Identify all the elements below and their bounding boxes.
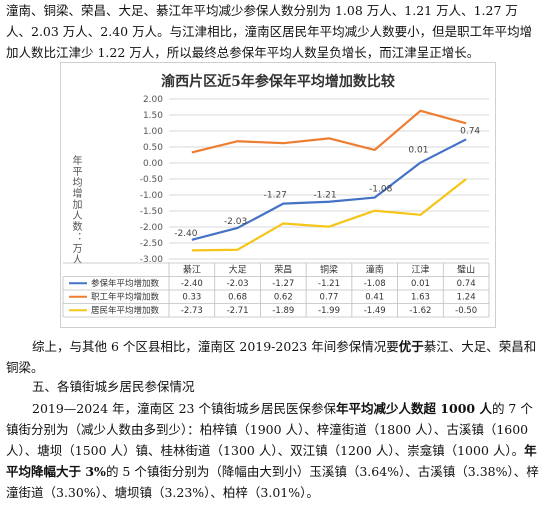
data-label: -1.27 <box>264 191 287 201</box>
table-cell-value: 0.74 <box>457 279 476 289</box>
x-category-label: 潼南 <box>366 264 384 276</box>
data-label: 0.01 <box>408 146 428 156</box>
section-heading: 五、各镇街城乡居民参保情况 <box>32 379 195 394</box>
data-label: -2.40 <box>174 229 198 239</box>
paragraph-conclusion: 综上，与其他 6 个区县相比，潼南区 2019-2023 年间参保情况要优于綦江… <box>6 336 542 378</box>
legend-series-name: 参保年平均增加数 <box>91 278 160 289</box>
towns-bold-1: 年平均减少人数超 1000 人 <box>335 401 492 416</box>
y-tick-label: -2.00 <box>140 223 164 233</box>
table-cell-value: -1.62 <box>409 306 431 316</box>
table-cell-value: -1.21 <box>318 279 340 289</box>
conclusion-text-b: 綦江、大足、荣昌和铜梁。 <box>6 339 537 375</box>
towns-text-b: 的 7 个镇街分别为（减少人数由多到少）：柏梓镇（1900 人）、梓潼街道（18… <box>6 401 533 458</box>
data-label: -2.03 <box>224 217 247 227</box>
table-cell-value: -1.08 <box>364 279 386 289</box>
x-category-label: 铜梁 <box>320 264 338 276</box>
y-tick-label: 0.00 <box>143 159 163 169</box>
towns-text-c: 的 5 个镇街分别为（降幅由大到小）玉溪镇（3.64%）、古溪镇（3.38%）、… <box>6 464 539 500</box>
conclusion-text-a: 综上，与其他 6 个区县相比，潼南区 2019-2023 年间参保情况要 <box>32 339 399 354</box>
table-cell-value: 1.63 <box>411 293 430 303</box>
x-category-label: 大足 <box>229 264 247 276</box>
y-tick-label: -3.00 <box>140 255 164 265</box>
legend-series-name: 居民年平均增加数 <box>91 305 160 316</box>
data-label: -1.08 <box>369 185 393 195</box>
y-tick-label: 2.00 <box>143 95 163 105</box>
table-cell-value: 0.62 <box>274 293 293 303</box>
table-cell-value: -2.03 <box>227 279 249 289</box>
line-chart-svg: 2.00 1.50 1.00 0.50 0.00 -0.50 -1.00 -1.50 -2.00… <box>62 95 490 318</box>
y-tick-label: 1.50 <box>143 111 163 121</box>
table-cell-value: 0.41 <box>365 293 384 303</box>
table-cell-value: 0.77 <box>320 293 339 303</box>
table-cell-value: -2.40 <box>181 279 203 289</box>
conclusion-bold: 优于 <box>398 339 424 354</box>
paragraph-comparison: 潼南、铜梁、荣昌、大足、綦江年平均减少参保人数分别为 1.08 万人、1.21 … <box>6 3 533 60</box>
table-cell-value: 1.24 <box>457 293 476 303</box>
towns-bold-2: 年平均降幅大于 3% <box>6 443 537 479</box>
table-cell-value: -2.71 <box>227 306 249 316</box>
table-cell-value: -0.50 <box>455 306 477 316</box>
y-tick-label: -2.50 <box>140 239 164 249</box>
x-category-label: 荣昌 <box>274 264 292 276</box>
data-label: 0.74 <box>460 126 480 136</box>
series-line-2 <box>191 178 467 252</box>
data-label: -1.21 <box>313 191 336 201</box>
y-tick-label: -1.50 <box>140 207 164 217</box>
y-tick-label: 1.00 <box>143 127 163 137</box>
table-cell-value: 0.33 <box>182 293 201 303</box>
towns-text-a: 2019—2024 年，潼南区 23 个镇街城乡居民医保参保 <box>32 401 336 416</box>
y-axis-label: 年平均增加人数：万人 <box>70 155 81 265</box>
legend-series-name: 职工年平均增加数 <box>91 292 160 303</box>
y-tick-label: -0.50 <box>140 175 164 185</box>
table-cell-value: -1.27 <box>272 279 294 289</box>
x-category-label: 綦江 <box>183 264 201 276</box>
chart-container: 渝西片区近5年参保年平均增加数比较 年平均增加人数：万人 2.00 1.50 1.0… <box>60 62 496 328</box>
chart-title: 渝西片区近5年参保年平均增加数比较 <box>161 74 395 90</box>
x-category-label: 江津 <box>411 265 429 276</box>
table-cell-value: -1.49 <box>364 306 386 316</box>
paragraph-towns: 2019—2024 年，潼南区 23 个镇街城乡居民医保参保年平均减少人数超 1… <box>6 398 542 503</box>
table-cell-value: -1.89 <box>272 306 294 316</box>
table-cell-value: -1.99 <box>318 306 340 316</box>
table-cell-value: 0.01 <box>411 279 430 289</box>
table-cell-value: 0.68 <box>228 293 247 303</box>
table-cell-value: -2.73 <box>181 306 203 316</box>
x-category-label: 璧山 <box>457 264 475 276</box>
y-tick-label: 0.50 <box>143 143 163 153</box>
y-tick-label: -1.00 <box>140 191 164 201</box>
